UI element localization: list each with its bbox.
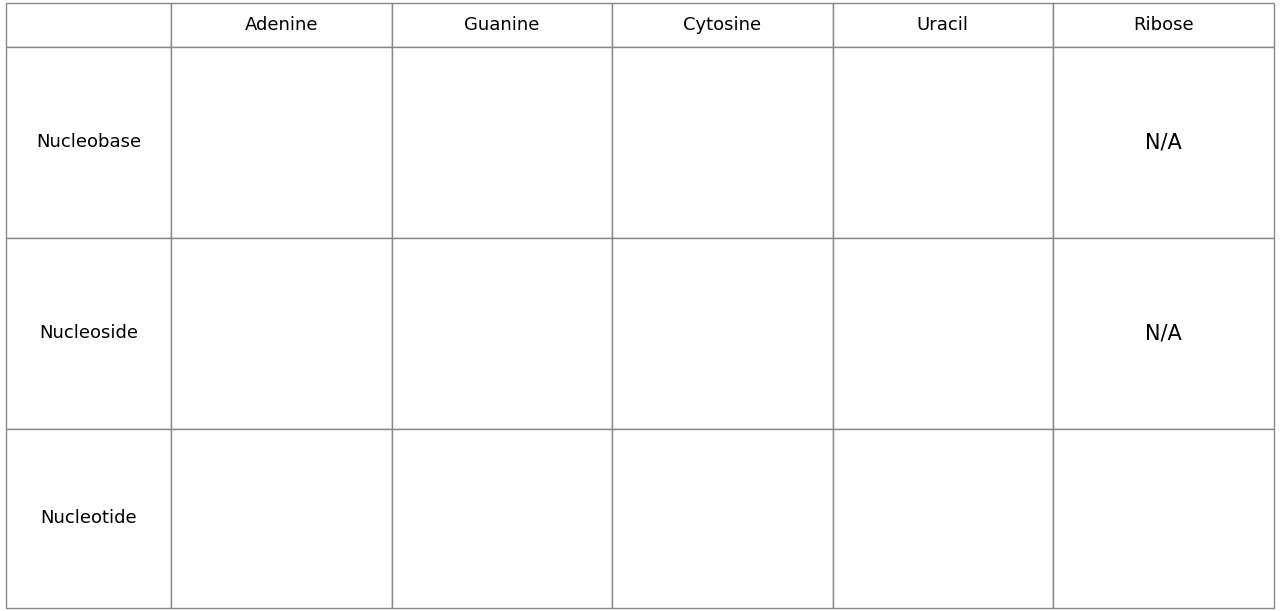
Bar xyxy=(832,238,1053,429)
Bar xyxy=(612,238,832,429)
Bar xyxy=(6,3,172,46)
Bar xyxy=(6,429,172,608)
Bar xyxy=(612,429,832,608)
Text: N/A: N/A xyxy=(1146,323,1181,343)
Text: Adenine: Adenine xyxy=(244,16,319,34)
Bar xyxy=(612,46,832,238)
Text: Guanine: Guanine xyxy=(465,16,540,34)
Bar xyxy=(1053,429,1274,608)
Bar xyxy=(1053,46,1274,238)
Bar xyxy=(172,3,392,46)
Text: Nucleobase: Nucleobase xyxy=(36,133,141,151)
Bar xyxy=(392,238,612,429)
Text: Cytosine: Cytosine xyxy=(684,16,762,34)
Text: N/A: N/A xyxy=(1146,132,1181,152)
Bar xyxy=(612,3,832,46)
Bar xyxy=(832,3,1053,46)
Bar xyxy=(172,429,392,608)
Bar xyxy=(392,3,612,46)
Bar xyxy=(6,46,172,238)
Bar xyxy=(172,46,392,238)
Bar xyxy=(392,429,612,608)
Bar xyxy=(392,46,612,238)
Bar xyxy=(1053,3,1274,46)
Text: Uracil: Uracil xyxy=(916,16,969,34)
Bar xyxy=(172,238,392,429)
Text: Nucleoside: Nucleoside xyxy=(40,324,138,342)
Bar xyxy=(832,46,1053,238)
Bar xyxy=(1053,238,1274,429)
Text: Ribose: Ribose xyxy=(1133,16,1194,34)
Bar xyxy=(832,429,1053,608)
Bar xyxy=(6,238,172,429)
Text: Nucleotide: Nucleotide xyxy=(41,510,137,527)
